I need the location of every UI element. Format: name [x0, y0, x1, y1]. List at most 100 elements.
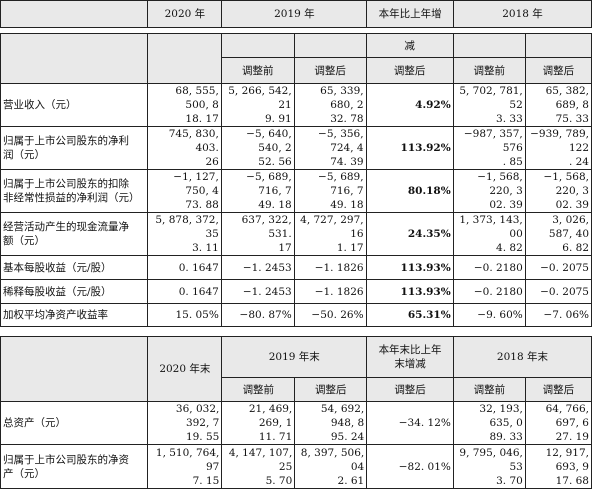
label-header-cell	[0, 33, 148, 84]
value-2020: 745, 830, 403. 26	[146, 126, 222, 170]
sub-2018-before: 调整前	[452, 57, 526, 84]
value-2018-before: 9, 795, 046, 53 3. 70	[452, 444, 526, 489]
value-2019-before: −5, 689, 716, 7 49. 18	[220, 169, 295, 213]
value-2019-before: −1. 2453	[220, 279, 295, 304]
value-2019-after: −5, 689, 716, 7 49. 18	[293, 169, 367, 213]
value-2020: 5, 878, 372, 35 3. 11	[146, 212, 222, 256]
bs-header-2019: 2019 年末	[221, 336, 368, 378]
table-row-net-profit: 归属于上市公司股东的净利 润（元） 745, 830, 403. 26 −5, …	[0, 126, 592, 170]
row-label: 营业收入（元）	[0, 83, 148, 127]
value-2020: 15. 05%	[146, 303, 222, 327]
value-2018-before: 32, 193, 635, 0 89. 33	[452, 401, 526, 445]
bs-sub-2019-after: 调整后	[294, 377, 368, 402]
value-2019-before: 637, 322, 531. 17	[220, 212, 295, 256]
value-change: 65.31%	[365, 303, 454, 327]
value-change: 24.35%	[365, 212, 454, 256]
value-2018-after: −0. 2075	[524, 255, 592, 280]
row-label: 归属于上市公司股东的净利 润（元）	[0, 126, 148, 170]
value-2019-after: 65, 339, 680, 2 32. 78	[293, 83, 367, 127]
value-change: −82. 01%	[366, 444, 454, 489]
sub-change-after: 调整后	[365, 57, 454, 84]
value-change: 113.93%	[365, 279, 454, 304]
year-header-table: 2020 年 2019 年 本年比上年增 2018 年	[0, 0, 592, 28]
value-2018-before: −0. 2180	[452, 255, 526, 280]
value-2018-after: −939, 789, 122 . 24	[524, 126, 592, 170]
blank-2018a	[452, 33, 526, 58]
value-2018-before: −0. 2180	[452, 279, 526, 304]
value-2018-before: −987, 357, 576 . 85	[452, 126, 526, 170]
row-label: 经营活动产生的现金流量净 额（元）	[0, 212, 148, 256]
header-change: 本年比上年增	[366, 0, 454, 28]
value-change: 4.92%	[365, 83, 454, 127]
header-2019: 2019 年	[221, 0, 368, 28]
income-table: 减 调整前 调整后 调整后 调整前 调整后 营业收入（元） 68, 555, 5…	[0, 33, 592, 327]
value-2019-before: 21, 469, 269, 1 11. 71	[221, 401, 296, 445]
sub-2019-before: 调整前	[220, 57, 295, 84]
value-2018-after: 3, 026, 587, 40 6. 82	[524, 212, 592, 256]
value-change: 80.18%	[365, 169, 454, 213]
blank-2019a	[220, 33, 295, 58]
value-2019-after: −1. 1826	[293, 279, 367, 304]
header-2020: 2020 年	[147, 0, 223, 28]
value-2019-after: −1. 1826	[293, 255, 367, 280]
value-2018-before: 5, 702, 781, 52 3. 33	[452, 83, 526, 127]
bs-sub-change-after: 调整后	[366, 377, 454, 402]
value-2019-after: 8, 397, 506, 04 2. 61	[294, 444, 368, 489]
bs-label-header-cell	[0, 336, 149, 402]
sub-2019-after: 调整后	[293, 57, 367, 84]
value-2018-after: −0. 2075	[524, 279, 592, 304]
sub-2018-after: 调整后	[524, 57, 592, 84]
bs-header-row-2: 调整前 调整后 调整后 调整前 调整后	[1, 377, 592, 402]
value-2019-before: −5, 640, 540, 2 52. 56	[220, 126, 295, 170]
value-2018-after: 65, 382, 689, 8 75. 33	[524, 83, 592, 127]
value-2019-before: 5, 266, 542, 21 9. 91	[220, 83, 295, 127]
value-2020: 0. 1647	[146, 255, 222, 280]
bs-sub-2019-before: 调整前	[221, 377, 296, 402]
table-row-revenue: 营业收入（元） 68, 555, 500, 8 18. 17 5, 266, 5…	[0, 83, 592, 127]
row-label: 加权平均净资产收益率	[0, 303, 148, 327]
bs-header-row-1: 2020 年末 2019 年末 本年末比上年 末增减 2018 年末	[0, 336, 592, 402]
bs-header-2020: 2020 年末	[147, 336, 223, 402]
table-row-diluted-eps: 稀释每股收益（元/股） 0. 1647 −1. 2453 −1. 1826 11…	[0, 279, 592, 304]
bs-header-2018: 2018 年末	[452, 336, 592, 378]
table-row-net-assets: 归属于上市公司股东的净资 产（元） 1, 510, 764, 97 7. 15 …	[0, 444, 592, 489]
value-2020: 68, 555, 500, 8 18. 17	[146, 83, 222, 127]
row-label: 归属于上市公司股东的净资 产（元）	[0, 444, 149, 489]
value-2020: −1, 127, 750, 4 73. 88	[146, 169, 222, 213]
table-row-roe: 加权平均净资产收益率 15. 05% −80. 87% −50. 26% 65.…	[0, 303, 592, 327]
value-change: 113.93%	[365, 255, 454, 280]
table-row-basic-eps: 基本每股收益（元/股） 0. 1647 −1. 2453 −1. 1826 11…	[0, 255, 592, 280]
value-2018-before: 1, 373, 143, 00 4. 82	[452, 212, 526, 256]
balance-sheet-table: 2020 年末 2019 年末 本年末比上年 末增减 2018 年末 调整前 调…	[0, 336, 592, 489]
value-2019-before: −80. 87%	[220, 303, 295, 327]
row-label: 归属于上市公司股东的扣除 非经常性损益的净利润（元）	[0, 169, 148, 213]
value-2019-after: −5, 356, 724, 4 74. 39	[293, 126, 367, 170]
bs-sub-2018-before: 调整前	[452, 377, 526, 402]
value-2018-before: −9. 60%	[452, 303, 526, 327]
row-label: 总资产（元）	[0, 401, 149, 445]
change-label-top: 减	[365, 33, 454, 58]
table-row-total-assets: 总资产（元） 36, 032, 392, 7 19. 55 21, 469, 2…	[0, 401, 592, 445]
row-label: 基本每股收益（元/股）	[0, 255, 148, 280]
header-2018: 2018 年	[452, 0, 592, 28]
value-2018-before: −1, 568, 220, 3 02. 39	[452, 169, 526, 213]
value-2019-before: −1. 2453	[220, 255, 295, 280]
value-2018-after: −7. 06%	[524, 303, 592, 327]
bs-header-change: 本年末比上年 末增减	[366, 336, 454, 378]
value-2019-after: −50. 26%	[293, 303, 367, 327]
table-row-net-profit-deducted: 归属于上市公司股东的扣除 非经常性损益的净利润（元） −1, 127, 750,…	[0, 169, 592, 213]
value-2018-after: −1, 568, 220, 3 02. 39	[524, 169, 592, 213]
value-2020: 1, 510, 764, 97 7. 15	[147, 444, 223, 489]
value-2020: 0. 1647	[146, 279, 222, 304]
row-label: 稀释每股收益（元/股）	[0, 279, 148, 304]
value-change: 113.92%	[365, 126, 454, 170]
value-change: −34. 12%	[366, 401, 454, 445]
table-row-operating-cash-flow: 经营活动产生的现金流量净 额（元） 5, 878, 372, 35 3. 11 …	[0, 212, 592, 256]
blank-2018b	[524, 33, 592, 58]
value-2019-before: 4, 147, 107, 25 5. 70	[221, 444, 296, 489]
value-2020: 36, 032, 392, 7 19. 55	[147, 401, 223, 445]
value-2019-after: 54, 692, 948, 8 95. 24	[294, 401, 368, 445]
value-2018-after: 64, 766, 697, 6 27. 19	[524, 401, 592, 445]
year-header-row: 2020 年 2019 年 本年比上年增 2018 年	[0, 0, 592, 28]
header-empty-cell	[0, 0, 149, 28]
